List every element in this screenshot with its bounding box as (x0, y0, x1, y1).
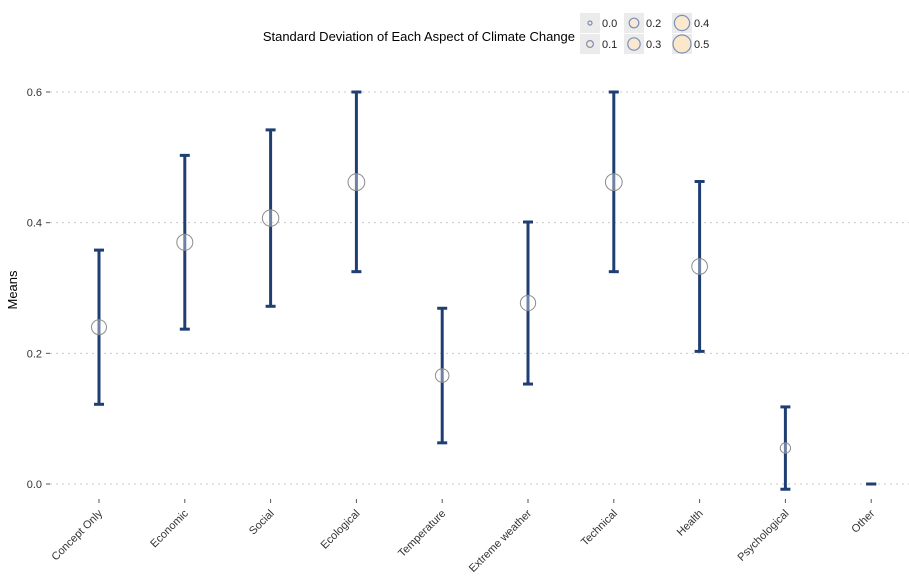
error-bar (179, 153, 190, 331)
mean-point (91, 319, 107, 336)
y-tick-label: 0.6 (27, 87, 42, 99)
x-tick-label: Psychological (735, 508, 791, 564)
legend-label: 0.3 (646, 39, 661, 51)
x-tick-label: Ecological (319, 508, 363, 552)
grid-lines (50, 91, 909, 485)
legend-item: 0.1 (580, 34, 617, 54)
x-tick-label: Social (247, 508, 277, 538)
x-tick-label: Other (849, 507, 877, 535)
legend-label: 0.4 (694, 18, 709, 30)
error-bar (780, 405, 791, 491)
error-bar (351, 90, 362, 274)
mean-point (347, 173, 366, 192)
legend-key-circle (673, 14, 691, 32)
legend-key-circle (587, 20, 593, 26)
x-axis-ticks: Concept Only Economic Social Ecological Temp… (50, 499, 878, 575)
mean-point (176, 233, 194, 251)
legend-key-circle (627, 37, 641, 51)
legend-title: Standard Deviation of Each Aspect of Cli… (263, 29, 575, 44)
legend-items: 0.0 0.1 0.2 0.3 0.4 0.5 (580, 13, 709, 54)
mean-point (604, 173, 623, 192)
error-bars (94, 90, 877, 491)
legend-key-circle (628, 17, 640, 29)
legend-label: 0.5 (694, 39, 709, 51)
legend-item: 0.5 (672, 34, 709, 54)
x-tick-label: Extreme weather (467, 507, 535, 575)
legend-label: 0.1 (602, 39, 617, 51)
x-tick-label: Economic (148, 507, 191, 550)
mean-point (691, 258, 708, 275)
legend-item: 0.2 (624, 13, 661, 33)
mean-points (91, 173, 792, 454)
legend-label: 0.2 (646, 18, 661, 30)
x-tick-label: Health (675, 508, 706, 539)
mean-point (779, 442, 792, 454)
legend-item: 0.0 (580, 13, 617, 33)
legend-item: 0.4 (672, 13, 709, 33)
legend-item: 0.3 (624, 34, 661, 54)
y-tick-label: 0.2 (27, 348, 42, 360)
error-bar (265, 128, 276, 308)
error-bar (608, 90, 619, 274)
legend-key-circle (672, 34, 692, 54)
y-tick-label: 0.0 (27, 479, 42, 491)
mean-point (519, 294, 537, 312)
error-bar (94, 248, 104, 406)
mean-point (434, 368, 450, 383)
x-tick-label: Temperature (396, 508, 448, 560)
y-axis-label: Means (5, 270, 20, 310)
y-axis-ticks: 0.0 0.2 0.4 0.6 (27, 87, 50, 491)
legend: Standard Deviation of Each Aspect of Cli… (263, 13, 709, 54)
y-tick-label: 0.4 (27, 218, 42, 230)
error-bar (523, 220, 533, 386)
x-tick-label: Technical (579, 508, 620, 549)
x-tick-label: Concept Only (50, 507, 106, 563)
legend-label: 0.0 (602, 18, 617, 30)
mean-point (261, 209, 280, 227)
error-bar (437, 306, 448, 445)
legend-key-circle (585, 39, 594, 48)
error-bar (694, 180, 705, 353)
